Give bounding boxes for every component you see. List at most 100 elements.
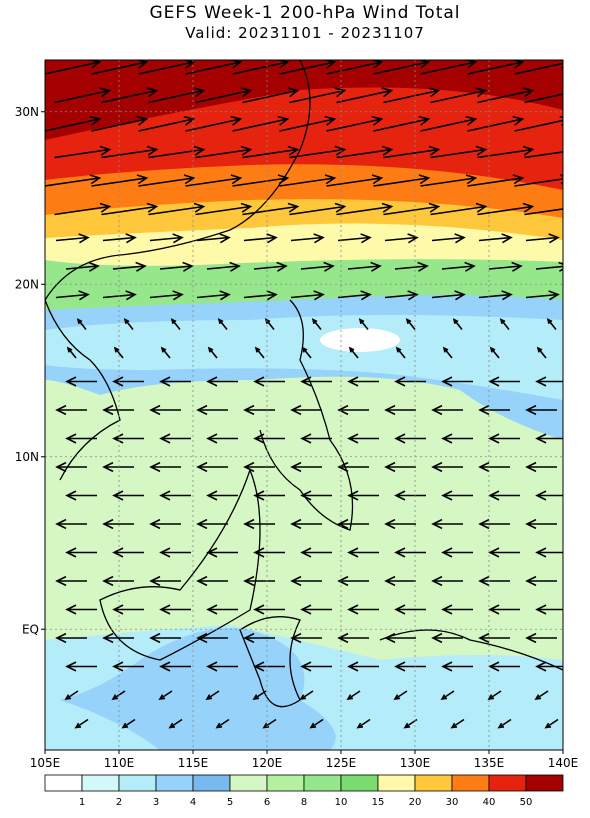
wind-arrow <box>45 174 102 187</box>
y-tick-label: 30N <box>15 105 39 119</box>
wind-arrow <box>347 490 379 501</box>
wind-arrow <box>347 261 382 272</box>
wind-arrow <box>478 290 513 301</box>
wind-arrow <box>347 661 379 672</box>
wind-arrow <box>300 490 332 501</box>
wind-arrow <box>243 575 275 587</box>
wind-arrow <box>535 433 563 444</box>
wind-arrow <box>289 87 347 104</box>
field-band <box>45 60 563 140</box>
wind-arrow <box>514 115 563 132</box>
wind-arrow <box>337 518 369 530</box>
wind-arrow <box>478 632 510 644</box>
wind-arrow <box>347 604 379 615</box>
wind-arrow <box>514 60 563 75</box>
wind-arrow <box>525 233 560 244</box>
wind-arrow <box>384 518 416 530</box>
wind-arrow <box>394 376 426 387</box>
field-band <box>60 628 336 750</box>
wind-arrow <box>102 518 134 530</box>
wind-arrow <box>535 490 563 501</box>
wind-arrow <box>497 718 512 729</box>
wind-arrow <box>442 346 453 359</box>
wind-arrow <box>467 174 525 187</box>
wind-arrow <box>301 346 312 359</box>
wind-arrow <box>290 575 322 587</box>
wind-arrow <box>300 547 332 558</box>
wind-arrow <box>54 202 112 216</box>
wind-arrow <box>112 433 144 444</box>
wind-arrow <box>65 433 97 444</box>
wind-arrow <box>347 376 379 387</box>
wind-arrow <box>441 490 473 501</box>
wind-arrow <box>431 290 466 301</box>
wind-arrow <box>159 661 191 672</box>
wind-arrow <box>196 461 228 473</box>
field-band <box>320 328 400 352</box>
wind-arrow <box>373 174 431 187</box>
colorbar-label: 30 <box>446 797 459 808</box>
colorbar-label: 20 <box>409 797 422 808</box>
wind-arrow <box>65 376 97 387</box>
wind-arrow <box>66 346 77 359</box>
wind-arrow <box>148 87 206 104</box>
wind-arrow <box>65 547 97 558</box>
wind-arrow <box>160 346 171 359</box>
wind-arrow <box>206 433 238 444</box>
wind-arrow <box>525 632 557 644</box>
wind-arrow <box>478 461 510 473</box>
wind-arrow <box>487 690 502 701</box>
wind-arrow <box>336 145 394 159</box>
wind-arrow <box>148 202 206 216</box>
wind-arrow <box>290 404 322 416</box>
wind-arrow <box>430 145 488 159</box>
colorbar-label: 40 <box>483 797 496 808</box>
colorbar-swatch <box>488 774 527 792</box>
wind-arrow <box>337 290 372 301</box>
wind-arrow <box>420 115 478 132</box>
wind-arrow <box>149 461 181 473</box>
wind-arrow <box>488 376 520 387</box>
wind-arrow <box>431 461 463 473</box>
colorbar-swatch <box>44 774 83 792</box>
wind-arrow <box>101 87 159 104</box>
y-tick-label: 20N <box>15 277 39 291</box>
wind-arrow <box>279 174 337 187</box>
wind-arrow <box>290 290 325 301</box>
wind-arrow <box>149 290 184 301</box>
wind-arrow <box>534 690 549 701</box>
wind-arrow <box>337 461 369 473</box>
wind-arrow <box>252 690 267 701</box>
wind-arrow <box>348 346 359 359</box>
shaded-field <box>45 60 563 750</box>
wind-arrow <box>55 290 90 301</box>
wind-arrow <box>525 404 557 416</box>
wind-arrow <box>524 93 563 104</box>
wind-arrow <box>525 290 560 301</box>
wind-arrow <box>196 233 231 244</box>
wind-arrow <box>393 690 408 701</box>
wind-arrow <box>535 376 563 387</box>
wind-arrow <box>450 718 465 729</box>
wind-arrow <box>383 145 441 159</box>
wind-arrow <box>243 518 275 530</box>
wind-arrow <box>65 261 100 272</box>
wind-arrow <box>101 145 159 159</box>
title: GEFS Week-1 200-hPa Wind Total <box>149 3 460 23</box>
wind-arrow <box>206 490 238 501</box>
wind-arrow <box>489 346 500 359</box>
wind-arrow <box>65 490 97 501</box>
wind-arrow <box>195 202 253 216</box>
wind-vectors <box>45 60 563 729</box>
colorbar-label: 15 <box>372 797 385 808</box>
wind-arrow <box>384 404 416 416</box>
wind-arrow <box>159 490 191 501</box>
wind-arrow <box>488 261 523 272</box>
wind-arrow <box>431 518 463 530</box>
colorbar-swatch <box>192 774 231 792</box>
wind-arrow <box>525 518 557 530</box>
wind-arrow <box>420 174 478 187</box>
wind-arrow <box>326 115 384 132</box>
wind-arrow <box>441 261 476 272</box>
wind-arrow <box>55 404 87 416</box>
